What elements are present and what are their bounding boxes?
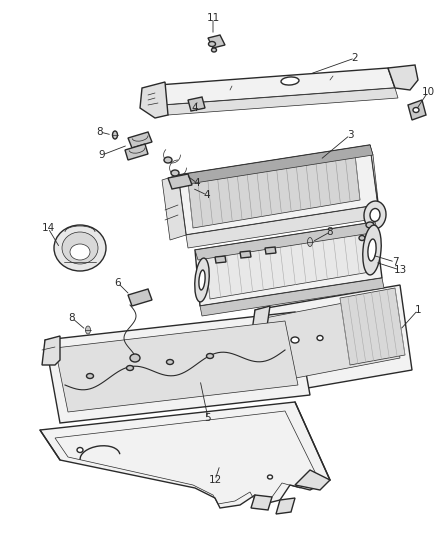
Text: 8: 8 <box>68 313 75 323</box>
Polygon shape <box>186 205 379 248</box>
Ellipse shape <box>171 170 179 176</box>
Ellipse shape <box>358 236 364 240</box>
Text: 10: 10 <box>420 87 434 97</box>
Text: 14: 14 <box>41 223 54 233</box>
Text: 6: 6 <box>114 278 121 288</box>
Polygon shape <box>276 498 294 514</box>
Polygon shape <box>265 294 399 382</box>
Ellipse shape <box>412 108 418 112</box>
Ellipse shape <box>77 448 83 453</box>
Ellipse shape <box>85 326 90 334</box>
Text: 11: 11 <box>206 13 219 23</box>
Polygon shape <box>205 229 369 299</box>
Polygon shape <box>168 174 191 189</box>
Ellipse shape <box>54 225 106 271</box>
Text: 13: 13 <box>392 265 406 275</box>
Ellipse shape <box>362 225 380 275</box>
Polygon shape <box>165 88 397 115</box>
Polygon shape <box>128 289 152 306</box>
Polygon shape <box>177 145 377 235</box>
Text: 12: 12 <box>208 475 221 485</box>
Text: 1: 1 <box>414 305 420 315</box>
Polygon shape <box>215 256 226 263</box>
Polygon shape <box>194 222 377 260</box>
Ellipse shape <box>280 77 298 85</box>
Polygon shape <box>369 145 379 218</box>
Text: 8: 8 <box>326 227 332 237</box>
Polygon shape <box>177 145 372 185</box>
Polygon shape <box>407 100 425 120</box>
Ellipse shape <box>369 208 379 222</box>
Polygon shape <box>187 97 205 111</box>
Ellipse shape <box>206 353 213 359</box>
Polygon shape <box>40 402 329 508</box>
Polygon shape <box>254 285 411 395</box>
Ellipse shape <box>290 337 298 343</box>
Text: 4: 4 <box>191 103 198 113</box>
Polygon shape <box>125 144 148 160</box>
Polygon shape <box>294 470 329 490</box>
Ellipse shape <box>198 270 205 290</box>
Ellipse shape <box>363 201 385 229</box>
Polygon shape <box>240 251 251 258</box>
Ellipse shape <box>130 354 140 362</box>
Ellipse shape <box>62 232 98 264</box>
Polygon shape <box>265 247 276 254</box>
Polygon shape <box>42 336 60 365</box>
Text: 2: 2 <box>351 53 357 63</box>
Ellipse shape <box>166 359 173 365</box>
Polygon shape <box>55 321 297 412</box>
Text: 5: 5 <box>204 413 211 423</box>
Ellipse shape <box>112 131 117 139</box>
Ellipse shape <box>86 374 93 378</box>
Ellipse shape <box>70 244 90 260</box>
Ellipse shape <box>307 238 312 246</box>
Polygon shape <box>158 68 394 105</box>
Polygon shape <box>187 154 359 228</box>
Text: 8: 8 <box>96 127 103 137</box>
Ellipse shape <box>211 48 216 52</box>
Polygon shape <box>249 306 269 345</box>
Polygon shape <box>140 82 168 118</box>
Polygon shape <box>45 312 309 423</box>
Polygon shape <box>387 65 417 90</box>
Ellipse shape <box>365 222 373 228</box>
Text: 9: 9 <box>99 150 105 160</box>
Ellipse shape <box>208 42 215 46</box>
Ellipse shape <box>194 258 209 302</box>
Polygon shape <box>339 288 404 365</box>
Polygon shape <box>194 222 381 306</box>
Polygon shape <box>162 175 186 240</box>
Text: 4: 4 <box>203 190 210 200</box>
Ellipse shape <box>367 239 375 261</box>
Ellipse shape <box>164 157 172 163</box>
Ellipse shape <box>126 366 133 370</box>
Polygon shape <box>208 35 225 48</box>
Text: 3: 3 <box>346 130 353 140</box>
Polygon shape <box>200 278 383 316</box>
Ellipse shape <box>267 475 272 479</box>
Polygon shape <box>128 132 152 148</box>
Text: 4: 4 <box>193 178 200 188</box>
Ellipse shape <box>316 335 322 341</box>
Polygon shape <box>251 495 272 510</box>
Text: 7: 7 <box>391 257 397 267</box>
